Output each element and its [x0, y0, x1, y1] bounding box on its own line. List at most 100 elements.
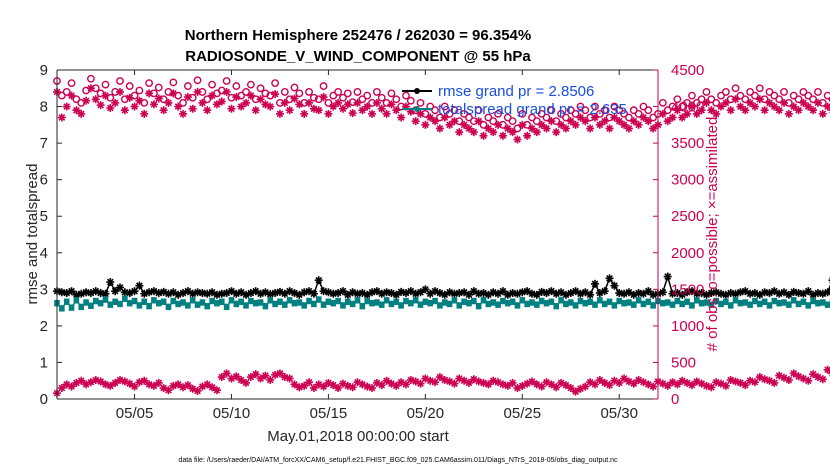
obs-assimilated-point	[755, 95, 764, 104]
obs-assimilated-point	[154, 94, 163, 103]
obs-assimilated-point	[445, 120, 454, 129]
obs-assimilated-point	[629, 117, 638, 126]
totalspread-point	[286, 297, 293, 304]
obs-possible-point	[329, 91, 338, 100]
obs-assimilated-point	[455, 128, 464, 137]
rmse-point	[600, 287, 609, 296]
totalspread-point	[427, 300, 434, 307]
totalspread-point	[228, 297, 235, 304]
obs-possible-point	[508, 117, 517, 126]
obs-possible-point	[581, 106, 590, 115]
chart-subtitle: RADIOSONDE_V_WIND_COMPONENT @ 55 hPa	[185, 48, 531, 65]
totalspread-point	[766, 302, 773, 309]
obs-possible-point	[794, 95, 803, 104]
obs-low-possible-assimilated--point	[392, 381, 401, 390]
totalspread-point	[233, 300, 240, 308]
obs-assimilated-point	[222, 87, 231, 96]
obs-assimilated-point	[683, 109, 692, 118]
totalspread-point	[340, 302, 346, 309]
obs-assimilated-point	[532, 128, 541, 137]
totalspread-point	[383, 297, 390, 304]
totalspread-point	[461, 298, 467, 305]
obs-possible-point	[169, 78, 178, 87]
obs-possible-point	[702, 88, 711, 96]
y-tick-label: 6	[40, 172, 48, 189]
obs-possible-point	[663, 106, 672, 115]
obs-low-possible-assimilated--point	[416, 379, 425, 388]
totalspread-point	[257, 299, 264, 306]
totalspread-point	[107, 301, 114, 308]
totalspread-point	[441, 299, 448, 306]
obs-assimilated-point	[804, 102, 813, 111]
obs-possible-point	[828, 96, 830, 103]
totalspread-point	[466, 300, 472, 307]
totalspread-point	[679, 300, 686, 308]
rmse-point	[106, 278, 115, 287]
y-tick-label: 7	[40, 135, 48, 152]
obs-assimilated-point	[319, 93, 328, 102]
obs-assimilated-point	[780, 98, 789, 107]
obs-assimilated-point	[605, 124, 614, 133]
obs-assimilated-point	[358, 106, 367, 115]
totalspread-point	[412, 297, 419, 304]
obs-assimilated-point	[668, 113, 677, 122]
obs-low-possible-assimilated--point	[348, 383, 357, 392]
obs-assimilated-point	[484, 124, 493, 133]
totalspread-point	[59, 305, 65, 312]
y-tick-label-right: 500	[671, 354, 696, 371]
y-tick-label-right: 1500	[671, 281, 704, 298]
obs-possible-point	[222, 77, 231, 85]
rmse-point	[804, 287, 813, 296]
totalspread-point	[223, 303, 230, 311]
obs-assimilated-point	[518, 120, 527, 129]
obs-assimilated-point	[411, 117, 420, 126]
obs-possible-point	[353, 88, 362, 96]
obs-possible-point	[62, 88, 71, 96]
obs-assimilated-point	[794, 106, 803, 115]
obs-assimilated-point	[600, 117, 609, 126]
obs-assimilated-point	[382, 109, 391, 118]
obs-low-possible-assimilated--point	[140, 376, 149, 385]
legend-marker-rmse	[414, 88, 420, 94]
rmse-point	[130, 287, 139, 296]
obs-assimilated-point	[82, 96, 91, 105]
obs-assimilated-point	[251, 106, 260, 115]
obs-possible-point	[789, 91, 798, 100]
totalspread-point	[708, 301, 715, 308]
rmse-point	[440, 290, 449, 299]
obs-possible-point	[232, 82, 241, 90]
totalspread-point	[165, 303, 172, 311]
obs-low-possible-assimilated--point	[377, 381, 386, 390]
obs-assimilated-point	[750, 102, 759, 111]
obs-possible-point	[358, 95, 367, 104]
obs-possible-point	[600, 106, 609, 115]
obs-possible-point	[183, 82, 192, 90]
obs-assimilated-point	[508, 128, 517, 137]
obs-assimilated-point	[334, 98, 343, 107]
obs-possible-point	[746, 88, 754, 96]
totalspread-point	[538, 297, 545, 305]
obs-assimilated-point	[363, 102, 372, 111]
obs-low-possible-assimilated--point	[615, 378, 624, 387]
obs-assimilated-point	[736, 102, 745, 111]
totalspread-point	[349, 300, 356, 308]
obs-possible-point	[460, 109, 469, 118]
obs-assimilated-point	[314, 106, 323, 115]
obs-assimilated-point	[547, 117, 556, 126]
obs-possible-point	[154, 83, 163, 92]
obs-possible-point	[343, 89, 352, 98]
obs-low-possible-assimilated--point	[368, 384, 377, 393]
totalspread-point	[485, 300, 492, 308]
obs-assimilated-point	[305, 98, 314, 107]
obs-low-possible-assimilated--point	[484, 380, 493, 389]
footer-data-file: data file: /Users/raeder/DAI/ATM_forcXX/…	[178, 457, 618, 464]
totalspread-point	[126, 300, 133, 307]
totalspread-point	[509, 298, 516, 305]
obs-possible-point	[387, 89, 396, 98]
obs-possible-point	[309, 93, 318, 102]
obs-possible-point	[193, 76, 202, 85]
totalspread-point	[311, 300, 317, 308]
obs-assimilated-point	[479, 131, 488, 140]
obs-assimilated-point	[760, 106, 769, 115]
totalspread-point	[243, 302, 249, 309]
